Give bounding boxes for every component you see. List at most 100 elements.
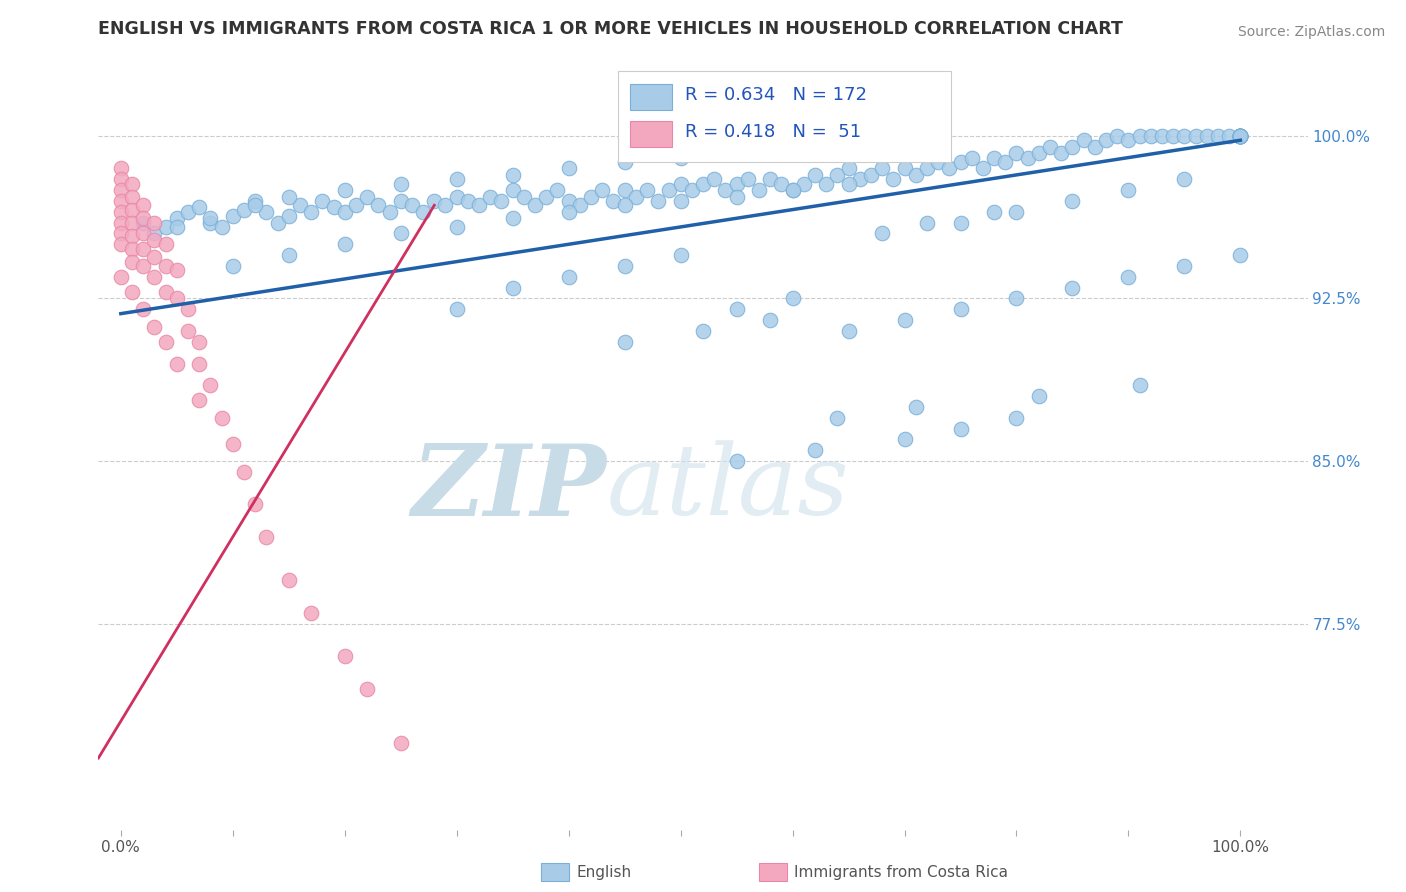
Point [1173,172,1195,186]
Point [177,204,200,219]
Point [1229,128,1251,143]
Point [613,259,636,273]
Point [1017,151,1039,165]
Point [647,194,669,208]
Point [1184,128,1206,143]
Point [827,410,849,425]
Point [155,259,177,273]
Point [110,269,132,284]
Point [1229,128,1251,143]
Point [827,168,849,182]
Point [446,189,468,203]
Point [311,194,333,208]
Point [1118,183,1140,197]
Point [367,198,389,212]
Point [1028,146,1050,161]
Point [893,313,915,327]
Point [132,211,155,226]
Point [915,216,938,230]
Point [613,183,636,197]
Point [848,172,870,186]
Point [1218,128,1240,143]
Point [177,302,200,317]
Point [692,324,714,338]
Point [1140,128,1163,143]
Point [927,155,949,169]
Point [1150,128,1173,143]
Point [188,201,211,215]
Point [1229,248,1251,262]
Point [110,183,132,197]
FancyBboxPatch shape [630,121,672,147]
Point [200,216,222,230]
Point [804,443,827,458]
Point [994,155,1017,169]
Point [579,189,602,203]
Point [143,216,166,230]
Point [132,198,155,212]
Point [1229,128,1251,143]
Point [389,227,412,241]
Point [613,334,636,349]
Point [121,254,143,268]
Point [243,497,266,511]
Point [949,155,972,169]
Point [389,736,412,750]
Point [1229,128,1251,143]
Point [333,183,356,197]
Point [155,285,177,299]
Point [1229,128,1251,143]
Point [491,194,513,208]
Point [915,161,938,176]
Point [838,177,860,191]
Point [143,233,166,247]
Point [1028,389,1050,403]
Point [446,172,468,186]
Point [333,204,356,219]
Point [222,436,245,450]
Point [692,177,714,191]
Text: Source: ZipAtlas.com: Source: ZipAtlas.com [1237,25,1385,39]
Point [243,194,266,208]
Point [502,168,524,182]
Point [870,161,893,176]
Point [1129,378,1152,392]
Point [591,183,613,197]
Point [110,194,132,208]
Point [110,172,132,186]
Point [155,219,177,234]
Point [155,237,177,252]
Point [166,219,188,234]
Point [557,161,579,176]
Point [412,204,434,219]
Point [166,357,188,371]
Point [1229,128,1251,143]
Point [513,189,536,203]
Point [166,292,188,306]
Point [1062,194,1084,208]
Point [389,194,412,208]
FancyBboxPatch shape [619,70,950,162]
Point [949,302,972,317]
Point [870,227,893,241]
Point [893,161,915,176]
Point [211,219,233,234]
Point [233,465,256,479]
Point [602,194,624,208]
Point [200,378,222,392]
Point [1118,269,1140,284]
Point [770,177,793,191]
Text: ZIP: ZIP [412,440,606,536]
Point [983,204,1005,219]
Point [110,227,132,241]
Point [222,209,245,223]
Point [1229,128,1251,143]
Point [254,204,277,219]
Point [446,219,468,234]
Point [703,172,725,186]
Point [546,183,568,197]
Point [893,433,915,447]
Point [166,211,188,226]
Point [299,204,322,219]
Point [356,681,378,696]
